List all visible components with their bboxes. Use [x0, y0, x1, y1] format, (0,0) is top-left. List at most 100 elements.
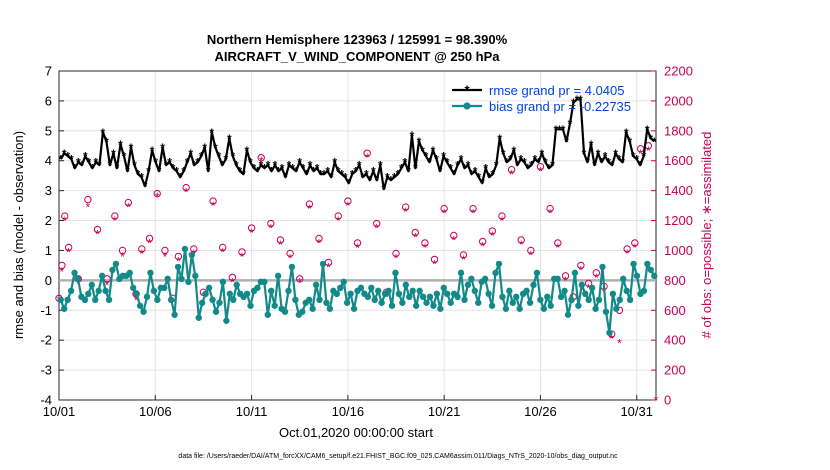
- obs-possible-marker: [153, 189, 161, 198]
- rmse-point: *: [273, 159, 278, 173]
- obs-possible-marker: [267, 219, 275, 228]
- rmse-point: *: [153, 156, 158, 170]
- rmse-point: *: [329, 171, 334, 185]
- bias-point: [150, 287, 158, 295]
- rmse-point: *: [139, 171, 144, 185]
- rmse-point: *: [297, 156, 302, 170]
- right-y-tick-label: 2200: [664, 64, 693, 79]
- rmse-point: *: [108, 159, 113, 173]
- obs-assimilated-marker: *: [346, 199, 351, 213]
- rmse-point: *: [466, 159, 471, 173]
- bias-point: [133, 290, 140, 298]
- rmse-point: *: [627, 135, 632, 149]
- bias-point: [616, 296, 623, 304]
- rmse-point: *: [441, 150, 446, 164]
- rmse-point: *: [561, 123, 566, 137]
- bias-point: [60, 305, 68, 312]
- obs-assimilated-marker: *: [394, 251, 399, 265]
- bias-point: [457, 269, 465, 277]
- rmse-point: *: [325, 165, 330, 179]
- left-y-tick-label: 5: [45, 123, 52, 138]
- obs-assimilated-marker: *: [538, 165, 543, 179]
- obs-possible-marker: [276, 236, 285, 244]
- rmse-point: *: [122, 150, 127, 164]
- bias-point: [129, 284, 137, 292]
- obs-possible-marker: [257, 154, 265, 162]
- rmse-point: *: [192, 159, 197, 173]
- rmse-point: *: [476, 171, 481, 185]
- chart-title-line1: Northern Hemisphere 123963 / 125991 = 98…: [207, 32, 508, 47]
- obs-assimilated-marker: *: [184, 186, 189, 200]
- rmse-point: *: [318, 168, 323, 182]
- obs-assimilated-marker: *: [176, 254, 181, 268]
- rmse-point: *: [357, 159, 362, 173]
- rmse-point: *: [434, 153, 439, 167]
- rmse-point: *: [606, 156, 611, 170]
- bias-point: [492, 269, 499, 277]
- rmse-point: *: [410, 129, 415, 143]
- bias-point: [292, 296, 299, 304]
- rmse-point: *: [364, 168, 369, 182]
- rmse-point: *: [350, 168, 355, 182]
- bias-point: [464, 281, 472, 289]
- rmse-point: *: [403, 156, 408, 170]
- obs-possible-marker: [459, 251, 468, 259]
- obs-possible-marker: [315, 234, 323, 243]
- rmse-point: *: [533, 153, 538, 167]
- bias-point: [357, 284, 365, 292]
- obs-assimilated-marker: *: [66, 245, 71, 259]
- rmse-point: *: [132, 159, 137, 173]
- rmse-point: *: [269, 165, 274, 179]
- bias-point: [223, 317, 230, 324]
- bias-point: [440, 284, 447, 292]
- rmse-point: *: [118, 138, 123, 152]
- bias-point: [274, 272, 282, 280]
- bias-point: [154, 296, 161, 304]
- obs-possible-marker: [488, 227, 497, 235]
- bias-point: [485, 290, 492, 298]
- obs-possible-marker: [61, 212, 69, 220]
- obs-possible-marker: [238, 248, 246, 256]
- bias-point: [630, 260, 637, 268]
- rmse-point: *: [624, 126, 629, 140]
- rmse-point: *: [238, 165, 243, 179]
- bias-point: [530, 281, 537, 289]
- obs-assimilated-marker: *: [259, 154, 264, 168]
- obs-assimilated-marker: *: [365, 151, 370, 165]
- bias-point: [319, 260, 327, 268]
- rmse-point: *: [589, 138, 594, 152]
- bias-point: [261, 278, 268, 286]
- bias-point: [271, 302, 278, 309]
- rmse-point: *: [374, 174, 379, 188]
- rmse-point: *: [469, 168, 474, 182]
- obs-assimilated-marker: *: [60, 265, 65, 279]
- bias-point: [582, 290, 589, 298]
- x-axis-label: Oct.01,2020 00:00:00 start: [279, 425, 433, 440]
- rmse-point: *: [427, 156, 432, 170]
- obs-possible-marker: [353, 239, 362, 247]
- bias-point: [143, 293, 151, 301]
- rmse-point: *: [452, 168, 457, 182]
- bias-point: [333, 290, 340, 298]
- obs-possible-marker: [392, 249, 400, 258]
- rmse-point: *: [322, 168, 327, 182]
- bias-point: [340, 278, 347, 286]
- obs-possible-marker: [161, 246, 169, 255]
- right-y-tick-label: 400: [664, 333, 686, 348]
- rmse-point: *: [185, 156, 190, 170]
- rmse-point: *: [136, 168, 141, 182]
- obs-assimilated-marker: *: [632, 241, 637, 255]
- rmse-point: *: [525, 162, 530, 176]
- obs-possible-marker: [561, 272, 570, 280]
- rmse-point: *: [332, 156, 337, 170]
- rmse-point: *: [336, 165, 341, 179]
- bias-point: [192, 272, 199, 280]
- rmse-point: *: [613, 147, 618, 161]
- obs-possible-marker: [218, 243, 227, 252]
- bias-point: [174, 263, 182, 271]
- rmse-point: *: [603, 150, 608, 164]
- obs-assimilated-marker: *: [384, 290, 389, 304]
- bias-point: [554, 275, 561, 283]
- rmse-point: *: [209, 126, 214, 140]
- obs-assimilated-marker: *: [336, 214, 341, 228]
